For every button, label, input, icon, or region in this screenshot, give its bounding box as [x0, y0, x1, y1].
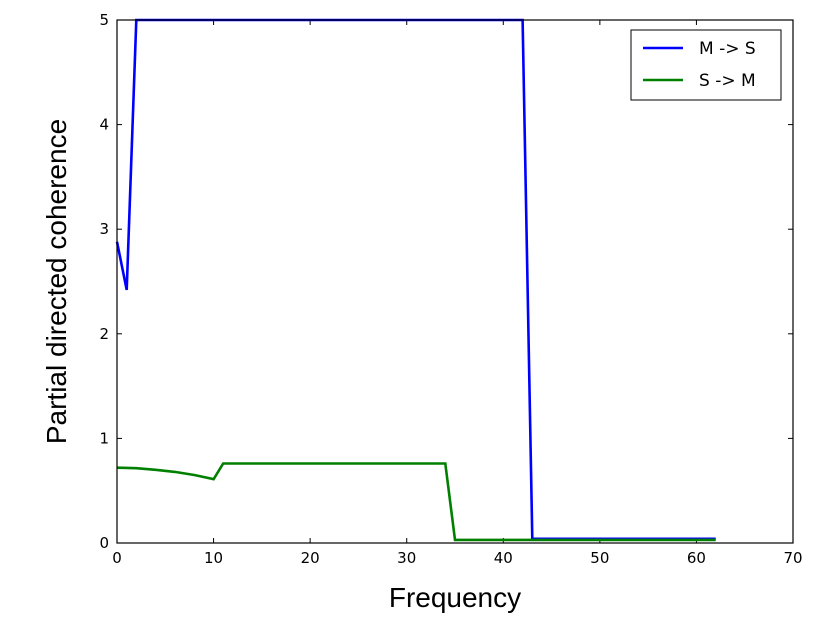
x-tick-label: 0 [112, 549, 122, 567]
legend-box [630, 29, 782, 101]
legend-label-0: M -> S [699, 39, 756, 59]
x-tick-label: 60 [687, 549, 706, 567]
lines-layer [115, 18, 716, 542]
y-tick-label: 4 [99, 116, 109, 134]
y-axis-title: Partial directed coherence [41, 119, 72, 444]
y-tick-label: 3 [99, 220, 109, 238]
x-tick-label: 40 [494, 549, 513, 567]
x-tick-label: 30 [397, 549, 416, 567]
y-tick-label: 5 [99, 11, 109, 29]
ticks-layer: 0 10 20 30 40 50 60 70 0 1 2 3 4 5 [99, 11, 802, 567]
legend-label-1: S -> M [699, 71, 756, 91]
y-tick-label: 2 [99, 325, 109, 343]
x-axis-title: Frequency [389, 582, 521, 613]
y-tick-label: 1 [99, 429, 109, 447]
x-tick-label: 10 [204, 549, 223, 567]
legend: M -> S S -> M [630, 29, 782, 101]
x-tick-label: 50 [590, 549, 609, 567]
plot-frame [116, 19, 794, 544]
y-tick-label: 0 [99, 534, 109, 552]
series-line-1 [116, 462, 716, 542]
series-line-0 [115, 18, 716, 541]
x-tick-label: 20 [301, 549, 320, 567]
x-tick-label: 70 [783, 549, 802, 567]
